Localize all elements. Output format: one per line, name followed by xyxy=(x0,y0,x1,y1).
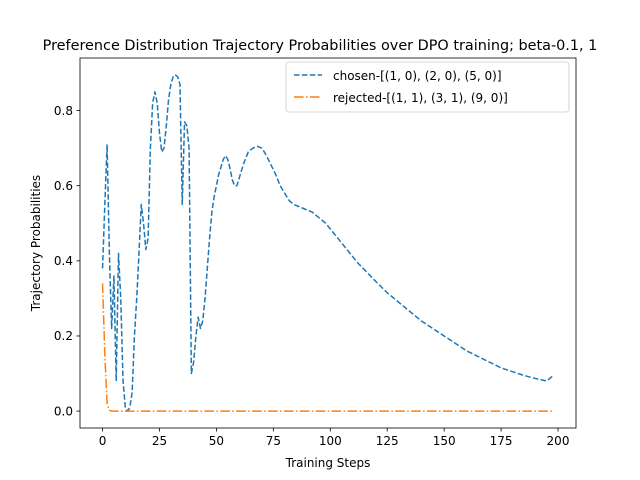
series-line-chosen xyxy=(101,74,554,412)
x-tick-label: 0 xyxy=(99,434,107,448)
x-tick-label: 100 xyxy=(319,434,342,448)
series-line-rejected xyxy=(101,283,554,412)
y-axis: 0.0 0.2 0.4 0.6 0.8 xyxy=(54,104,80,418)
x-tick-label: 25 xyxy=(152,434,167,448)
legend-box xyxy=(285,61,570,113)
plot-area xyxy=(79,57,577,429)
y-tick-label: 0.6 xyxy=(54,179,73,193)
legend-label-rejected: rejected-[(1, 1), (3, 1), (9, 0)] xyxy=(333,91,508,105)
x-tick-label: 75 xyxy=(266,434,281,448)
series-layer xyxy=(101,74,554,412)
x-axis-label: Training Steps xyxy=(285,456,371,470)
x-tick-label: 150 xyxy=(433,434,456,448)
plot-frame xyxy=(79,57,577,429)
x-tick-label: 125 xyxy=(376,434,399,448)
x-tick-label: 175 xyxy=(490,434,513,448)
x-tick-label: 200 xyxy=(547,434,570,448)
x-axis: 0 25 50 75 100 125 150 175 200 xyxy=(99,428,570,448)
y-axis-label: Trajectory Probabilities xyxy=(29,175,43,312)
legend: chosen-[(1, 0), (2, 0), (5, 0)] rejected… xyxy=(285,61,570,113)
y-tick-label: 0.4 xyxy=(54,254,73,268)
x-tick-label: 50 xyxy=(209,434,224,448)
y-tick-label: 0.0 xyxy=(54,404,73,418)
legend-label-chosen: chosen-[(1, 0), (2, 0), (5, 0)] xyxy=(333,69,502,83)
y-tick-label: 0.8 xyxy=(54,104,73,118)
chart-title: Preference Distribution Trajectory Proba… xyxy=(43,38,598,54)
y-tick-label: 0.2 xyxy=(54,329,73,343)
